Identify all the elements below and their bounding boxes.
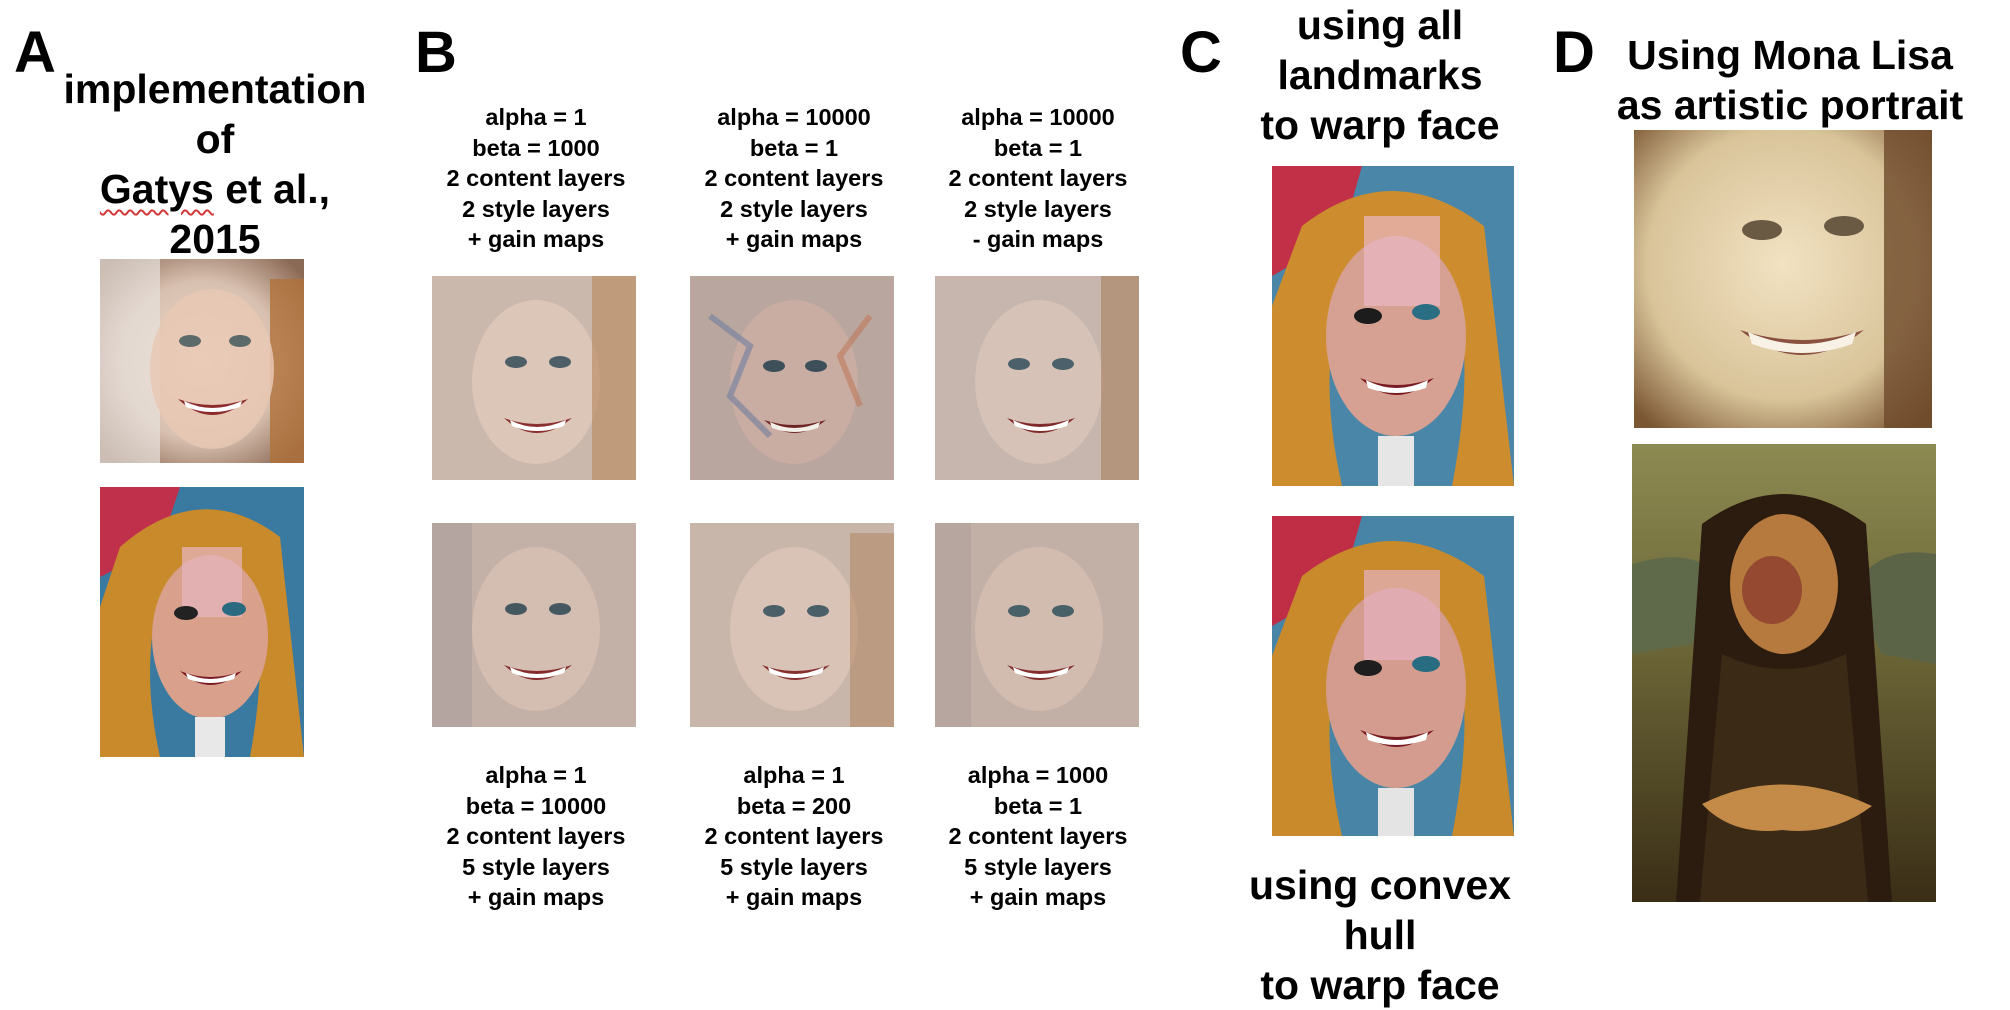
panel-letter-c: C (1180, 20, 1222, 85)
stylized-face-image-light (100, 259, 304, 463)
mona-lisa-style-face-image (1634, 130, 1932, 428)
mona-lisa-painting-image (1632, 444, 1936, 902)
stylized-face-image (935, 523, 1139, 727)
stylized-face-image (432, 276, 636, 480)
title-line-2: of (195, 116, 235, 162)
panel-letter-b: B (415, 20, 457, 85)
stylized-face-image-convex-hull (1272, 516, 1514, 836)
title-line-4: 2015 (169, 216, 261, 262)
stylized-face-image-all-landmarks (1272, 166, 1514, 486)
panel-d-title: Using Mona Lisa as artistic portrait (1616, 32, 1964, 128)
title-line-1: implementation (63, 66, 367, 112)
panel-b-bottom-caption-1: alpha = 1 beta = 10000 2 content layers … (446, 762, 626, 910)
stylized-face-image (935, 276, 1139, 480)
title-line-3-rest: et al., (213, 166, 331, 212)
panel-letter-d: D (1553, 20, 1595, 85)
panel-b-top-caption-2: alpha = 10000 beta = 1 2 content layers … (704, 104, 884, 252)
panel-b-bottom-caption-3: alpha = 1000 beta = 1 2 content layers 5… (948, 762, 1128, 910)
panel-b-bottom-caption-2: alpha = 1 beta = 200 2 content layers 5 … (704, 762, 884, 910)
panel-c-bottom-title: using convex hull to warp face (1248, 862, 1511, 1008)
panel-a-title: implementation of Gatys et al., 2015 (60, 64, 370, 264)
stylized-face-image (690, 523, 894, 727)
spellcheck-underlined-word: Gatys (99, 166, 214, 212)
stylized-face-image (690, 276, 894, 480)
panel-c-top-title: using all landmarks to warp face (1260, 2, 1500, 148)
panel-letter-a: A (14, 20, 56, 85)
panel-b-top-caption-1: alpha = 1 beta = 1000 2 content layers 2… (446, 104, 626, 252)
stylized-face-image (432, 523, 636, 727)
panel-b-top-caption-3: alpha = 10000 beta = 1 2 content layers … (948, 104, 1128, 252)
stylized-face-image-colorful (100, 487, 304, 757)
